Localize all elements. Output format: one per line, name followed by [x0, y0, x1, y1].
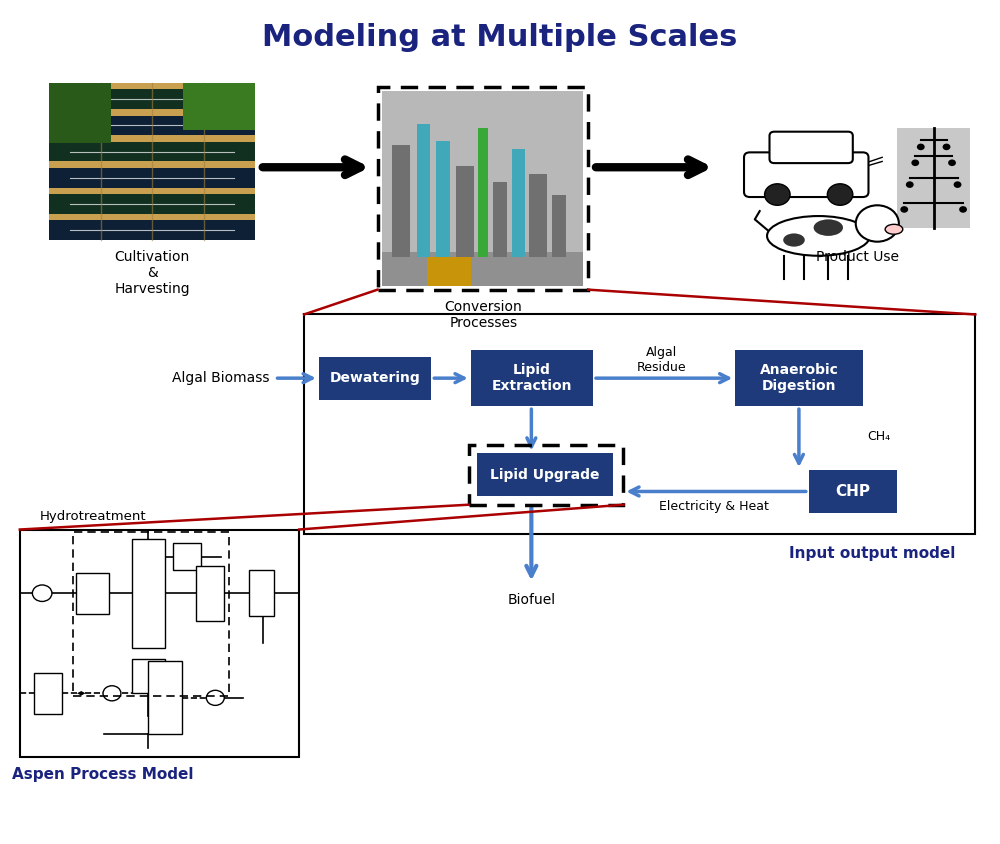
- FancyBboxPatch shape: [478, 128, 488, 257]
- FancyBboxPatch shape: [529, 174, 547, 257]
- FancyBboxPatch shape: [49, 89, 255, 109]
- Circle shape: [911, 160, 919, 166]
- FancyBboxPatch shape: [49, 116, 255, 135]
- FancyBboxPatch shape: [132, 659, 165, 693]
- FancyBboxPatch shape: [426, 257, 471, 285]
- Circle shape: [765, 184, 790, 205]
- Circle shape: [103, 686, 121, 701]
- FancyBboxPatch shape: [49, 142, 255, 161]
- Circle shape: [959, 206, 967, 213]
- FancyBboxPatch shape: [477, 453, 613, 496]
- FancyBboxPatch shape: [196, 566, 224, 620]
- Circle shape: [906, 181, 914, 188]
- Text: Aspen Process Model: Aspen Process Model: [12, 767, 194, 782]
- Circle shape: [490, 258, 516, 279]
- FancyBboxPatch shape: [769, 132, 853, 163]
- FancyBboxPatch shape: [132, 538, 165, 648]
- Text: Algal Biomass: Algal Biomass: [172, 371, 269, 385]
- Text: Conversion
Processes: Conversion Processes: [444, 300, 522, 330]
- FancyBboxPatch shape: [173, 544, 201, 571]
- Text: Modeling at Multiple Scales: Modeling at Multiple Scales: [262, 23, 738, 51]
- Ellipse shape: [885, 225, 903, 235]
- Text: Input output model: Input output model: [789, 546, 956, 561]
- Circle shape: [856, 205, 899, 241]
- Circle shape: [943, 143, 950, 150]
- FancyBboxPatch shape: [49, 83, 255, 240]
- Circle shape: [917, 143, 925, 150]
- FancyBboxPatch shape: [183, 83, 255, 130]
- Ellipse shape: [783, 234, 805, 246]
- FancyBboxPatch shape: [304, 315, 975, 533]
- Circle shape: [32, 585, 52, 602]
- Text: Product Use: Product Use: [816, 250, 899, 264]
- Circle shape: [827, 184, 853, 205]
- FancyBboxPatch shape: [49, 220, 255, 240]
- FancyBboxPatch shape: [471, 350, 593, 406]
- FancyBboxPatch shape: [20, 529, 299, 757]
- Circle shape: [948, 160, 956, 166]
- Text: Biofuel: Biofuel: [507, 593, 555, 607]
- Text: Lipid
Extraction: Lipid Extraction: [492, 363, 572, 393]
- FancyBboxPatch shape: [319, 357, 431, 400]
- FancyBboxPatch shape: [552, 194, 566, 257]
- Text: Cultivation
&
Harvesting: Cultivation & Harvesting: [114, 250, 190, 296]
- FancyBboxPatch shape: [49, 194, 255, 214]
- Text: Dewatering: Dewatering: [330, 371, 420, 385]
- Circle shape: [392, 258, 418, 279]
- Circle shape: [539, 258, 565, 279]
- Text: Anaerobic
Digestion: Anaerobic Digestion: [759, 363, 838, 393]
- Circle shape: [206, 690, 224, 706]
- FancyBboxPatch shape: [436, 141, 450, 257]
- Text: Lipid Upgrade: Lipid Upgrade: [490, 468, 600, 482]
- Circle shape: [954, 181, 961, 188]
- FancyBboxPatch shape: [49, 83, 111, 143]
- Circle shape: [900, 206, 908, 213]
- FancyBboxPatch shape: [249, 571, 274, 616]
- FancyBboxPatch shape: [744, 153, 868, 197]
- FancyBboxPatch shape: [493, 182, 507, 257]
- FancyBboxPatch shape: [76, 573, 109, 614]
- Ellipse shape: [767, 216, 870, 256]
- Polygon shape: [77, 691, 85, 695]
- Ellipse shape: [814, 219, 843, 235]
- FancyBboxPatch shape: [49, 168, 255, 187]
- Text: Electricity & Heat: Electricity & Heat: [659, 500, 769, 513]
- FancyBboxPatch shape: [456, 165, 474, 257]
- FancyBboxPatch shape: [809, 470, 897, 513]
- Circle shape: [441, 258, 467, 279]
- FancyBboxPatch shape: [382, 252, 583, 285]
- FancyBboxPatch shape: [417, 124, 430, 257]
- Text: Algal
Residue: Algal Residue: [637, 346, 687, 374]
- FancyBboxPatch shape: [512, 149, 525, 257]
- FancyBboxPatch shape: [34, 673, 62, 714]
- Text: Hydrotreatment: Hydrotreatment: [40, 510, 147, 523]
- FancyBboxPatch shape: [392, 145, 410, 257]
- FancyBboxPatch shape: [382, 91, 583, 285]
- Text: CHP: CHP: [835, 484, 870, 499]
- Text: CH₄: CH₄: [868, 430, 891, 442]
- FancyBboxPatch shape: [735, 350, 863, 406]
- FancyBboxPatch shape: [897, 128, 970, 228]
- FancyBboxPatch shape: [148, 662, 182, 734]
